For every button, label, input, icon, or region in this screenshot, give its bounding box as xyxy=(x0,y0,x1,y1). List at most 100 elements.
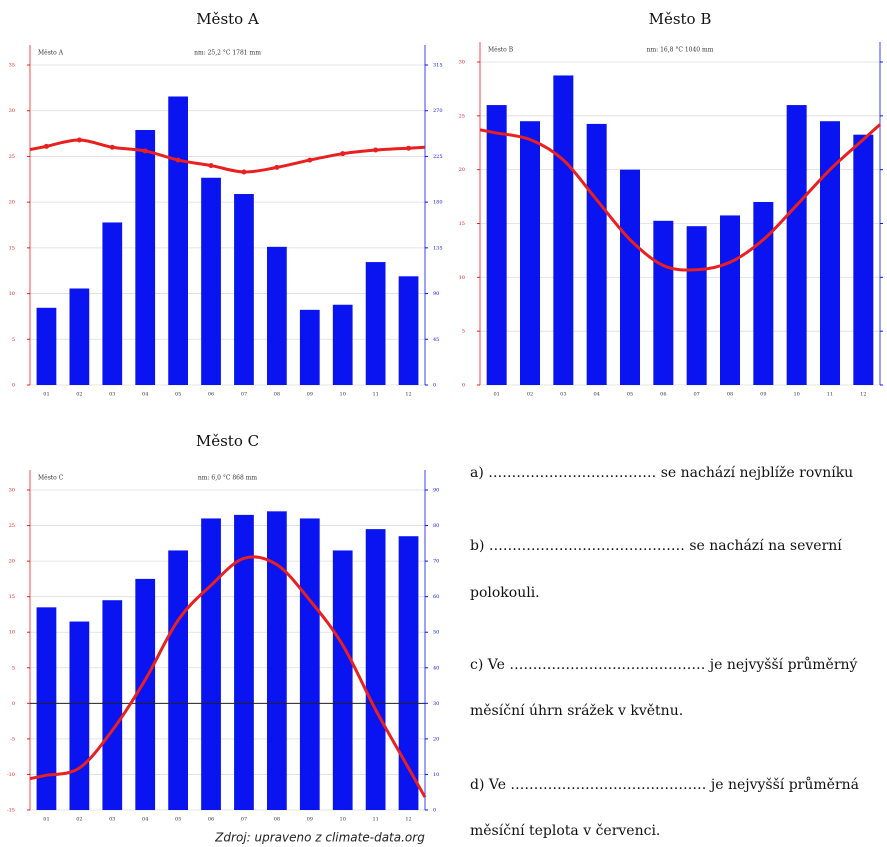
marker xyxy=(406,145,412,151)
y-tick-label: 35 xyxy=(9,63,15,69)
chart-title: Město C xyxy=(196,432,259,450)
y-tick-label: 15 xyxy=(9,245,15,251)
marker xyxy=(208,163,214,169)
bar xyxy=(299,309,320,385)
marker xyxy=(340,151,346,157)
bar xyxy=(135,578,156,810)
bar xyxy=(234,194,254,385)
x-tick-label: 12 xyxy=(405,817,411,823)
marker xyxy=(142,148,148,154)
bar xyxy=(486,105,507,386)
x-tick-label: 04 xyxy=(142,817,148,823)
marker xyxy=(241,169,247,175)
y2-tick-label: 70 xyxy=(433,559,439,565)
x-tick-label: 04 xyxy=(593,392,599,398)
y-tick-label: 30 xyxy=(9,108,15,114)
y-tick-label: 25 xyxy=(9,523,15,529)
bar xyxy=(168,550,188,810)
bar xyxy=(586,123,607,386)
x-tick-label: 01 xyxy=(43,817,49,823)
bar xyxy=(69,621,90,810)
bar xyxy=(365,262,386,385)
y2-tick-label: 0 xyxy=(433,383,436,389)
question: měsíční teplota v červenci. xyxy=(470,823,661,839)
y-tick-label: -10 xyxy=(7,772,15,778)
bar xyxy=(786,105,807,386)
y2-tick-label: 45 xyxy=(433,337,439,343)
y2-tick-label: 135 xyxy=(433,245,443,251)
y-tick-label: 0 xyxy=(12,701,15,707)
x-tick-label: 02 xyxy=(76,817,82,823)
x-tick-label: 04 xyxy=(142,392,148,398)
y-tick-label: 15 xyxy=(9,594,15,600)
bar xyxy=(820,121,840,385)
bar xyxy=(398,536,419,810)
x-tick-label: 09 xyxy=(760,392,766,398)
question: a) ……………………………… se nachází nejblíže rovn… xyxy=(470,465,854,481)
y2-tick-label: 40 xyxy=(433,665,439,671)
x-tick-label: 06 xyxy=(208,392,214,398)
bar xyxy=(135,130,156,385)
x-tick-label: 11 xyxy=(372,392,378,398)
x-tick-label: 01 xyxy=(493,392,499,398)
marker xyxy=(274,164,280,170)
bar xyxy=(720,215,740,385)
x-tick-label: 08 xyxy=(274,392,280,398)
chart-title: Město B xyxy=(649,10,712,28)
y-tick-label: 20 xyxy=(459,167,465,173)
line xyxy=(479,123,882,272)
x-tick-label: 03 xyxy=(109,392,115,398)
question: měsíční úhrn srážek v květnu. xyxy=(470,703,684,719)
bar xyxy=(686,226,707,385)
y-tick-label: 25 xyxy=(9,154,15,160)
bar xyxy=(398,276,419,385)
y-tick-label: 10 xyxy=(459,275,465,281)
y2-tick-label: 315 xyxy=(433,63,443,69)
y-tick-label: 0 xyxy=(12,383,15,389)
chart-title: Město A xyxy=(196,10,259,28)
y-tick-label: 5 xyxy=(12,337,15,343)
line xyxy=(29,555,427,798)
x-tick-label: 02 xyxy=(76,392,82,398)
marker xyxy=(373,147,379,153)
bar xyxy=(234,514,254,810)
bar xyxy=(201,177,221,385)
bar xyxy=(102,600,123,810)
x-tick-label: 09 xyxy=(307,392,313,398)
chart-note: nm: 16,8 °C 1040 mm xyxy=(647,47,714,54)
chart-note: nm: 6,0 °C 868 mm xyxy=(198,475,257,482)
x-tick-label: 11 xyxy=(827,392,833,398)
y2-tick-label: 20 xyxy=(433,736,439,742)
bar xyxy=(69,288,90,385)
y2-tick-label: 10 xyxy=(433,772,439,778)
chart-label: Město B xyxy=(488,47,514,54)
marker xyxy=(307,157,313,163)
x-tick-label: 03 xyxy=(109,817,115,823)
x-tick-label: 07 xyxy=(241,392,247,398)
y-tick-label: 10 xyxy=(9,291,15,297)
x-tick-label: 02 xyxy=(527,392,533,398)
y2-tick-label: 80 xyxy=(433,523,439,529)
y-tick-label: 30 xyxy=(459,60,465,66)
x-tick-label: 07 xyxy=(241,817,247,823)
chart-label: Město C xyxy=(38,475,64,482)
x-tick-label: 03 xyxy=(560,392,566,398)
x-tick-label: 06 xyxy=(660,392,666,398)
x-tick-label: 12 xyxy=(405,392,411,398)
y2-tick-label: 60 xyxy=(433,594,439,600)
y-tick-label: -5 xyxy=(10,736,15,742)
bar xyxy=(201,518,221,810)
x-tick-label: 10 xyxy=(793,392,799,398)
x-tick-label: 09 xyxy=(307,817,313,823)
bar xyxy=(36,307,57,385)
y-tick-label: 25 xyxy=(459,113,465,119)
marker xyxy=(175,157,181,163)
bar xyxy=(653,220,674,385)
y-tick-label: 20 xyxy=(9,559,15,565)
question: polokouli. xyxy=(470,585,540,601)
y-tick-label: 20 xyxy=(9,200,15,206)
y2-tick-label: 30 xyxy=(433,701,439,707)
y-tick-label: 5 xyxy=(12,665,15,671)
x-tick-label: 11 xyxy=(372,817,378,823)
